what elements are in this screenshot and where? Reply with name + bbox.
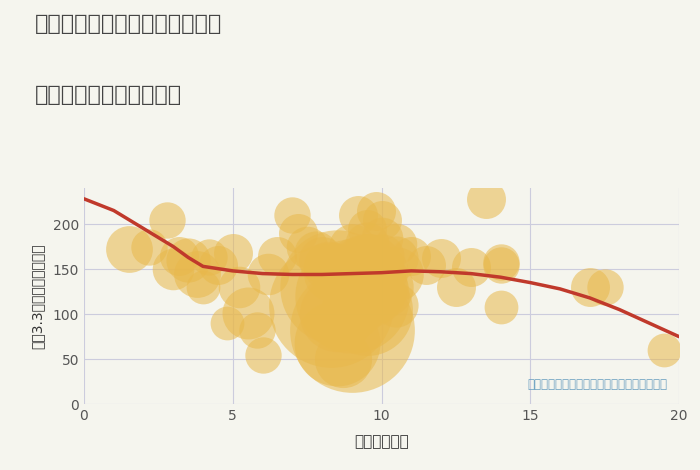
- Point: [346, 256, 357, 264]
- Point: [251, 327, 262, 334]
- Point: [144, 243, 155, 251]
- Point: [465, 264, 476, 271]
- Point: [326, 301, 337, 309]
- Point: [435, 255, 447, 262]
- Point: [346, 274, 357, 282]
- Point: [331, 283, 342, 291]
- Point: [183, 256, 194, 264]
- Point: [310, 249, 321, 257]
- Point: [192, 270, 203, 277]
- Point: [391, 270, 402, 277]
- Point: [302, 243, 313, 251]
- Point: [174, 252, 185, 259]
- Point: [326, 270, 337, 277]
- Point: [659, 346, 670, 354]
- Point: [263, 270, 274, 277]
- Point: [495, 303, 506, 311]
- Point: [352, 212, 363, 219]
- Point: [212, 261, 223, 268]
- Point: [168, 265, 179, 273]
- Point: [272, 252, 283, 259]
- Point: [322, 263, 333, 270]
- Point: [361, 255, 372, 262]
- Text: 円の大きさは、取引のあった物件面積を示す: 円の大きさは、取引のあった物件面積を示す: [527, 378, 667, 391]
- Point: [480, 195, 491, 203]
- Point: [203, 254, 214, 261]
- Point: [331, 310, 342, 318]
- Point: [346, 327, 357, 334]
- Point: [197, 283, 209, 291]
- Point: [233, 283, 244, 291]
- Point: [376, 234, 387, 241]
- Point: [162, 217, 173, 224]
- Point: [495, 261, 506, 268]
- X-axis label: 駅距離（分）: 駅距離（分）: [354, 434, 409, 449]
- Point: [376, 216, 387, 223]
- Point: [361, 240, 372, 248]
- Point: [221, 320, 232, 327]
- Point: [316, 256, 328, 264]
- Point: [287, 212, 298, 219]
- Point: [370, 207, 381, 214]
- Point: [337, 355, 349, 363]
- Point: [361, 283, 372, 291]
- Point: [391, 255, 402, 262]
- Point: [406, 252, 417, 259]
- Point: [346, 243, 357, 251]
- Y-axis label: 平（3.3㎡）単価（万円）: 平（3.3㎡）単価（万円）: [30, 243, 44, 349]
- Point: [340, 270, 351, 277]
- Point: [331, 339, 342, 347]
- Point: [293, 229, 304, 237]
- Point: [123, 245, 134, 253]
- Point: [361, 225, 372, 232]
- Point: [584, 283, 595, 291]
- Point: [391, 301, 402, 309]
- Point: [227, 249, 238, 257]
- Text: 駅距離別中古戸建て価格: 駅距離別中古戸建て価格: [35, 85, 182, 105]
- Point: [242, 309, 253, 317]
- Point: [361, 306, 372, 313]
- Point: [391, 240, 402, 248]
- Point: [450, 283, 461, 291]
- Point: [495, 258, 506, 266]
- Point: [346, 292, 357, 300]
- Point: [376, 283, 387, 291]
- Point: [257, 351, 268, 359]
- Point: [421, 261, 432, 268]
- Text: 埼玉県さいたま市南区鹿手袋の: 埼玉県さいたま市南区鹿手袋の: [35, 14, 223, 34]
- Point: [599, 283, 610, 291]
- Point: [376, 267, 387, 274]
- Point: [376, 252, 387, 259]
- Point: [361, 267, 372, 274]
